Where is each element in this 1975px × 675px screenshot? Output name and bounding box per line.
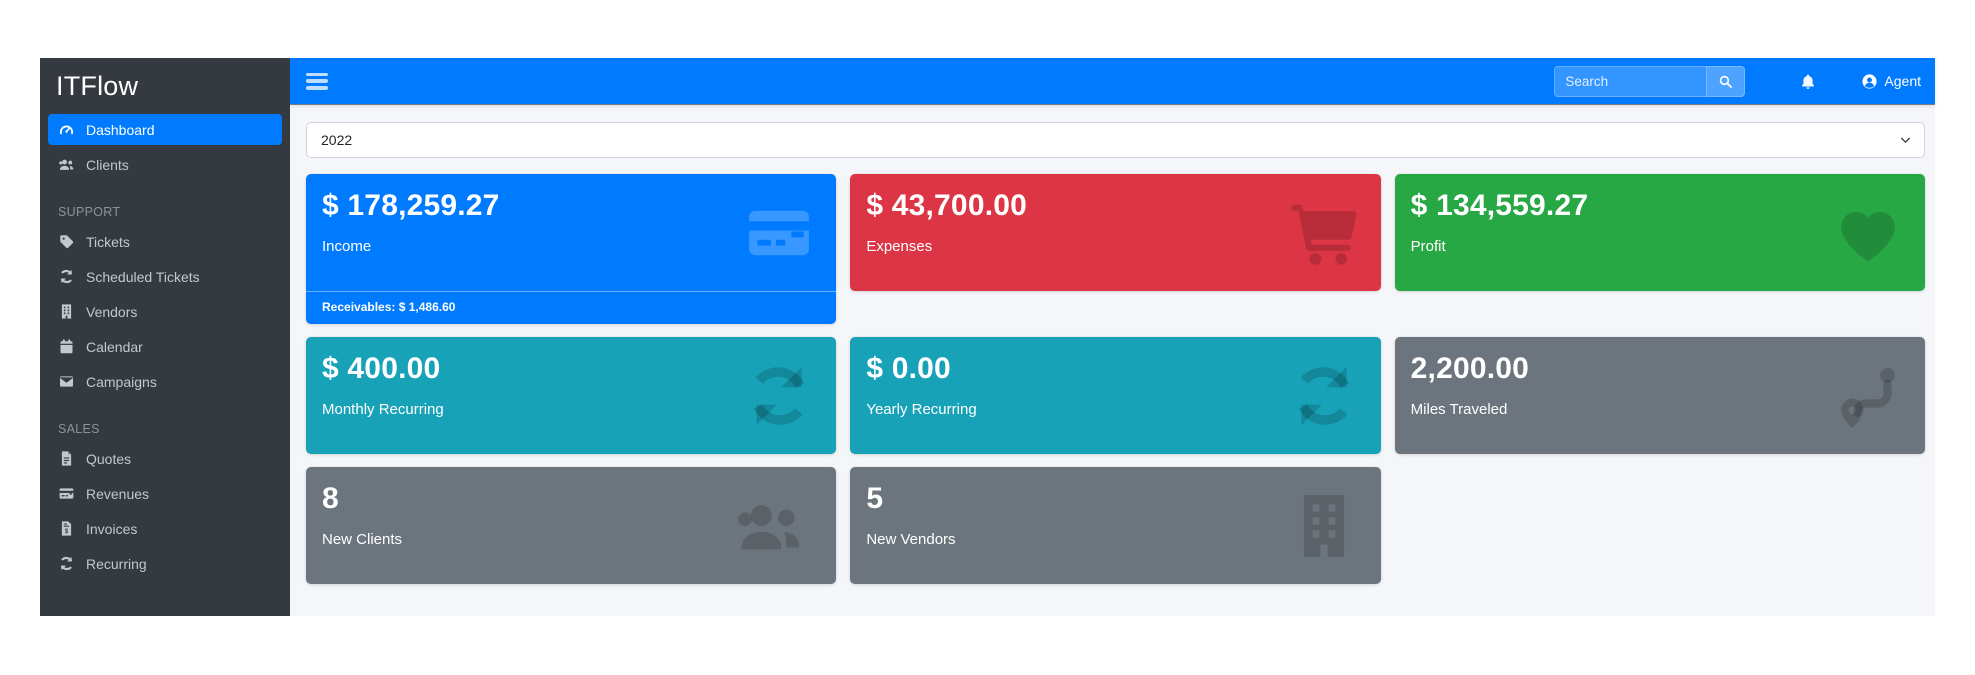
sidebar-item-label: Clients — [86, 156, 129, 173]
sidebar-item-campaigns[interactable]: Campaigns — [48, 366, 282, 397]
shopping-cart-icon — [1287, 196, 1361, 270]
stat-value: $ 0.00 — [866, 352, 951, 385]
stat-label: New Vendors — [866, 531, 956, 548]
chevron-down-icon — [1899, 134, 1912, 147]
search-button[interactable] — [1706, 65, 1746, 97]
file-invoice-dollar-icon — [58, 520, 75, 537]
stat-label: Expenses — [866, 238, 933, 255]
sync-icon — [1287, 359, 1361, 433]
user-menu-label: Agent — [1884, 73, 1921, 89]
sidebar-item-label: Revenues — [86, 485, 150, 502]
file-icon — [58, 450, 75, 467]
gauge-icon — [58, 121, 75, 138]
sidebar-item-revenues[interactable]: Revenues — [48, 478, 282, 509]
building-icon — [58, 303, 75, 320]
stat-card-profit: $ 134,559.27 Profit — [1394, 174, 1925, 291]
stat-value: 8 — [322, 482, 339, 515]
stat-label: Miles Traveled — [1410, 401, 1508, 418]
building-icon — [1287, 489, 1361, 563]
notifications-bell-icon[interactable] — [1799, 72, 1817, 91]
sidebar-item-vendors[interactable]: Vendors — [48, 296, 282, 327]
sidebar-item-calendar[interactable]: Calendar — [48, 331, 282, 362]
sidebar-item-invoices[interactable]: Invoices — [48, 513, 282, 544]
sidebar-item-recurring[interactable]: Recurring — [48, 548, 282, 579]
sidebar-item-label: Calendar — [86, 338, 143, 355]
sync-icon — [742, 359, 816, 433]
stat-value: $ 134,559.27 — [1410, 189, 1589, 222]
stat-card-expenses: $ 43,700.00 Expenses — [850, 174, 1381, 291]
stat-label: Income — [322, 238, 372, 255]
users-icon — [724, 489, 816, 563]
route-icon — [1831, 359, 1905, 433]
sidebar-item-label: Quotes — [86, 450, 132, 467]
sidebar: ITFlow Dashboard Clients SUPPORT Tickets… — [40, 58, 290, 616]
sidebar-item-label: Tickets — [86, 233, 130, 250]
stat-footer-receivables: Receivables: $ 1,486.60 — [306, 291, 837, 324]
app-window: ITFlow Dashboard Clients SUPPORT Tickets… — [40, 58, 1935, 616]
sidebar-item-label: Recurring — [86, 555, 147, 572]
stat-value: $ 400.00 — [322, 352, 441, 385]
sidebar-item-label: Campaigns — [86, 373, 157, 390]
stat-card-miles-traveled: 2,200.00 Miles Traveled — [1394, 337, 1925, 454]
users-icon — [58, 156, 75, 173]
sidebar-section-sales: SALES — [58, 422, 100, 436]
sidebar-nav: Dashboard Clients SUPPORT Tickets Schedu… — [40, 114, 290, 579]
topbar: Agent — [290, 58, 1935, 104]
sidebar-item-label: Dashboard — [86, 121, 155, 138]
user-menu[interactable]: Agent — [1861, 73, 1921, 90]
stat-label: Profit — [1410, 238, 1446, 255]
year-select-value: 2022 — [321, 132, 353, 148]
hamburger-menu-icon[interactable] — [306, 72, 328, 90]
sidebar-item-tickets[interactable]: Tickets — [48, 226, 282, 257]
sync-icon — [58, 555, 75, 572]
sidebar-section-support: SUPPORT — [58, 205, 121, 219]
stat-card-income: $ 178,259.27 Income Receivables: $ 1,486… — [306, 174, 837, 324]
user-circle-icon — [1862, 73, 1877, 89]
stat-value: $ 178,259.27 — [322, 189, 500, 222]
stat-value: 5 — [866, 482, 884, 515]
sidebar-item-dashboard[interactable]: Dashboard — [48, 114, 282, 145]
sidebar-item-scheduled-tickets[interactable]: Scheduled Tickets — [48, 261, 282, 292]
sidebar-item-clients[interactable]: Clients — [48, 149, 282, 180]
sidebar-item-quotes[interactable]: Quotes — [48, 443, 282, 474]
tag-icon — [58, 233, 75, 250]
envelope-icon — [58, 373, 75, 390]
brand-logo[interactable]: ITFlow — [56, 71, 139, 101]
stat-value: $ 43,700.00 — [866, 189, 1028, 222]
sync-icon — [58, 268, 75, 285]
search-icon — [1720, 75, 1733, 88]
search-input[interactable] — [1554, 65, 1707, 97]
sidebar-item-label: Vendors — [86, 303, 138, 320]
search-group — [1554, 65, 1746, 97]
stat-card-new-vendors: 5 New Vendors — [850, 467, 1381, 584]
stat-card-grid: $ 178,259.27 Income Receivables: $ 1,486… — [306, 174, 1925, 584]
credit-card-icon — [742, 196, 816, 270]
stat-card-new-clients: 8 New Clients — [306, 467, 837, 584]
stat-label: Monthly Recurring — [322, 401, 444, 418]
sidebar-item-label: Scheduled Tickets — [86, 268, 200, 285]
heart-icon — [1831, 196, 1905, 270]
calendar-icon — [58, 338, 75, 355]
stat-card-monthly-recurring: $ 400.00 Monthly Recurring — [306, 337, 837, 454]
stat-label: Yearly Recurring — [866, 401, 977, 418]
stat-card-yearly-recurring: $ 0.00 Yearly Recurring — [850, 337, 1381, 454]
stat-value: 2,200.00 — [1410, 352, 1530, 385]
year-select[interactable]: 2022 — [306, 122, 1925, 158]
credit-card-icon — [58, 485, 75, 502]
sidebar-item-label: Invoices — [86, 520, 138, 537]
main-content: 2022 $ 178,259.27 Income Receivables: $ … — [290, 104, 1935, 616]
stat-label: New Clients — [322, 531, 403, 548]
